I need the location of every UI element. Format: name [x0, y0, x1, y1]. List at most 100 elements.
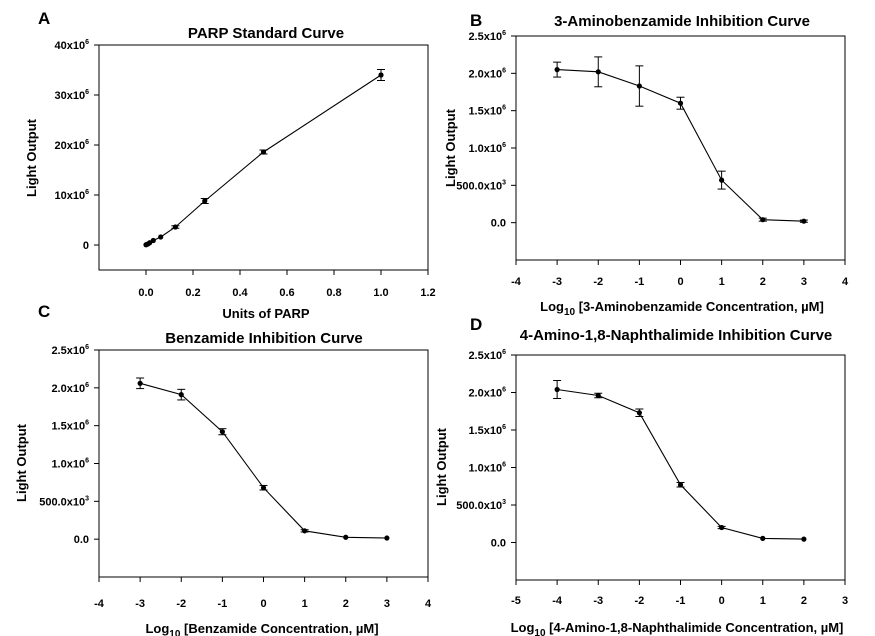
chart-panel-a: A PARP Standard Curve 0 10x106 20x106 30x106 4… — [24, 9, 436, 321]
y-tick-label: 2.5x106 — [468, 30, 506, 43]
x-tick-label: 1.2 — [420, 287, 435, 299]
data-point — [302, 528, 308, 534]
x-tick-label: -3 — [552, 276, 562, 288]
x-tick-label: 3 — [842, 595, 848, 607]
x-tick-label: -2 — [634, 595, 644, 607]
y-tick-label: 0.0 — [74, 534, 89, 546]
x-tick-label: -5 — [511, 595, 521, 607]
y-tick-label: 2.0x106 — [468, 387, 506, 400]
y-tick-label: 2.0x106 — [51, 382, 89, 395]
x-axis-label: Log10 [Benzamide Concentration, µM] — [145, 621, 378, 636]
data-point — [677, 100, 684, 106]
x-tick-label: -4 — [94, 598, 105, 610]
data-point — [554, 386, 560, 393]
series-line — [145, 74, 382, 246]
x-tick-label: 2 — [343, 598, 349, 610]
data-point — [595, 392, 601, 399]
data-point — [595, 69, 601, 75]
y-axis-label: Light Output — [14, 423, 29, 502]
data-point — [202, 198, 208, 204]
data-point — [150, 237, 156, 244]
y-axis-label: Light Output — [443, 108, 458, 187]
y-tick-label: 1.0x106 — [468, 142, 506, 155]
y-tick-label: 2.0x106 — [468, 67, 506, 80]
x-tick-label: 2 — [760, 276, 766, 288]
x-tick-label: -2 — [176, 598, 186, 610]
x-tick-label: 3 — [384, 598, 390, 610]
y-tick-label: 0.0 — [491, 218, 506, 230]
x-tick-label: -4 — [552, 595, 563, 607]
y-tick-label: 0 — [83, 240, 89, 252]
y-tick-label: 10x106 — [55, 189, 90, 202]
y-tick-label: 30x106 — [55, 89, 90, 102]
chart-panel-b: B 3-Aminobenzamide Inhibition Curve 0.0 500… — [443, 11, 849, 318]
y-tick-label: 500.0x103 — [456, 499, 506, 512]
x-tick-label: 0.0 — [138, 287, 153, 299]
data-point — [801, 536, 807, 542]
x-tick-label: -3 — [593, 595, 603, 607]
x-tick-label: 0 — [677, 276, 683, 288]
data-point — [158, 234, 164, 240]
data-point — [636, 83, 642, 89]
x-axis-label: Log10 [3-Aminobenzamide Concentration, µ… — [540, 299, 824, 318]
x-tick-label: 3 — [801, 276, 807, 288]
chart-panel-d: D 4-Amino-1,8-Naphthalimide Inhibition Cu… — [434, 315, 848, 636]
y-tick-label: 1.5x106 — [468, 424, 506, 437]
chart-panel-c: C Benzamide Inhibition Curve 0.0 500.0x103 1… — [14, 302, 432, 636]
y-tick-label: 2.5x106 — [468, 349, 506, 362]
data-point — [172, 224, 178, 230]
data-point — [384, 535, 390, 541]
x-tick-label: -1 — [634, 276, 644, 288]
y-tick-label: 1.0x106 — [51, 458, 89, 471]
x-tick-label: 4 — [842, 276, 849, 288]
data-point — [137, 380, 143, 386]
data-point — [801, 218, 807, 224]
chart-title: PARP Standard Curve — [188, 25, 344, 42]
data-point — [636, 410, 642, 416]
x-tick-label: 0.8 — [326, 287, 341, 299]
panel-letter: C — [38, 302, 50, 321]
y-tick-label: 500.0x103 — [39, 495, 89, 508]
plot-frame — [98, 349, 429, 578]
x-tick-label: 0 — [260, 598, 266, 610]
x-axis-label: Log10 [4-Amino-1,8-Naphthalimide Concent… — [511, 620, 844, 636]
x-tick-label: 0.2 — [185, 287, 200, 299]
chart-title: 4-Amino-1,8-Naphthalimide Inhibition Cur… — [520, 327, 833, 344]
data-point — [260, 485, 267, 491]
series-line — [557, 388, 804, 540]
x-tick-label: 1 — [760, 595, 766, 607]
data-point — [219, 429, 225, 435]
panel-letter: D — [470, 315, 482, 334]
x-tick-label: -1 — [676, 595, 686, 607]
x-tick-label: -2 — [593, 276, 603, 288]
plot-frame — [98, 44, 429, 271]
panel-letter: A — [38, 9, 50, 28]
plot-frame — [515, 354, 846, 581]
data-point — [760, 535, 766, 541]
data-point — [719, 524, 725, 531]
x-tick-label: -3 — [135, 598, 145, 610]
data-point — [343, 534, 349, 540]
x-tick-label: 1 — [302, 598, 308, 610]
y-tick-label: 1.5x106 — [51, 420, 89, 433]
y-tick-label: 500.0x103 — [456, 179, 506, 192]
chart-title: Benzamide Inhibition Curve — [165, 330, 363, 347]
x-axis-label: Units of PARP — [222, 306, 309, 321]
data-point — [260, 149, 267, 155]
x-tick-label: -1 — [217, 598, 227, 610]
x-tick-label: 4 — [425, 598, 432, 610]
series-line — [557, 69, 804, 222]
y-tick-label: 1.5x106 — [468, 105, 506, 118]
x-tick-label: 0.6 — [279, 287, 294, 299]
x-tick-label: 1 — [719, 276, 725, 288]
data-point — [677, 482, 684, 488]
y-axis-label: Light Output — [24, 118, 39, 197]
series-line — [139, 382, 387, 539]
chart-title: 3-Aminobenzamide Inhibition Curve — [554, 13, 810, 30]
x-tick-label: 0 — [719, 595, 725, 607]
x-tick-label: 1.0 — [373, 287, 388, 299]
data-point — [178, 392, 184, 398]
x-tick-label: -4 — [511, 276, 522, 288]
x-tick-label: 2 — [801, 595, 807, 607]
